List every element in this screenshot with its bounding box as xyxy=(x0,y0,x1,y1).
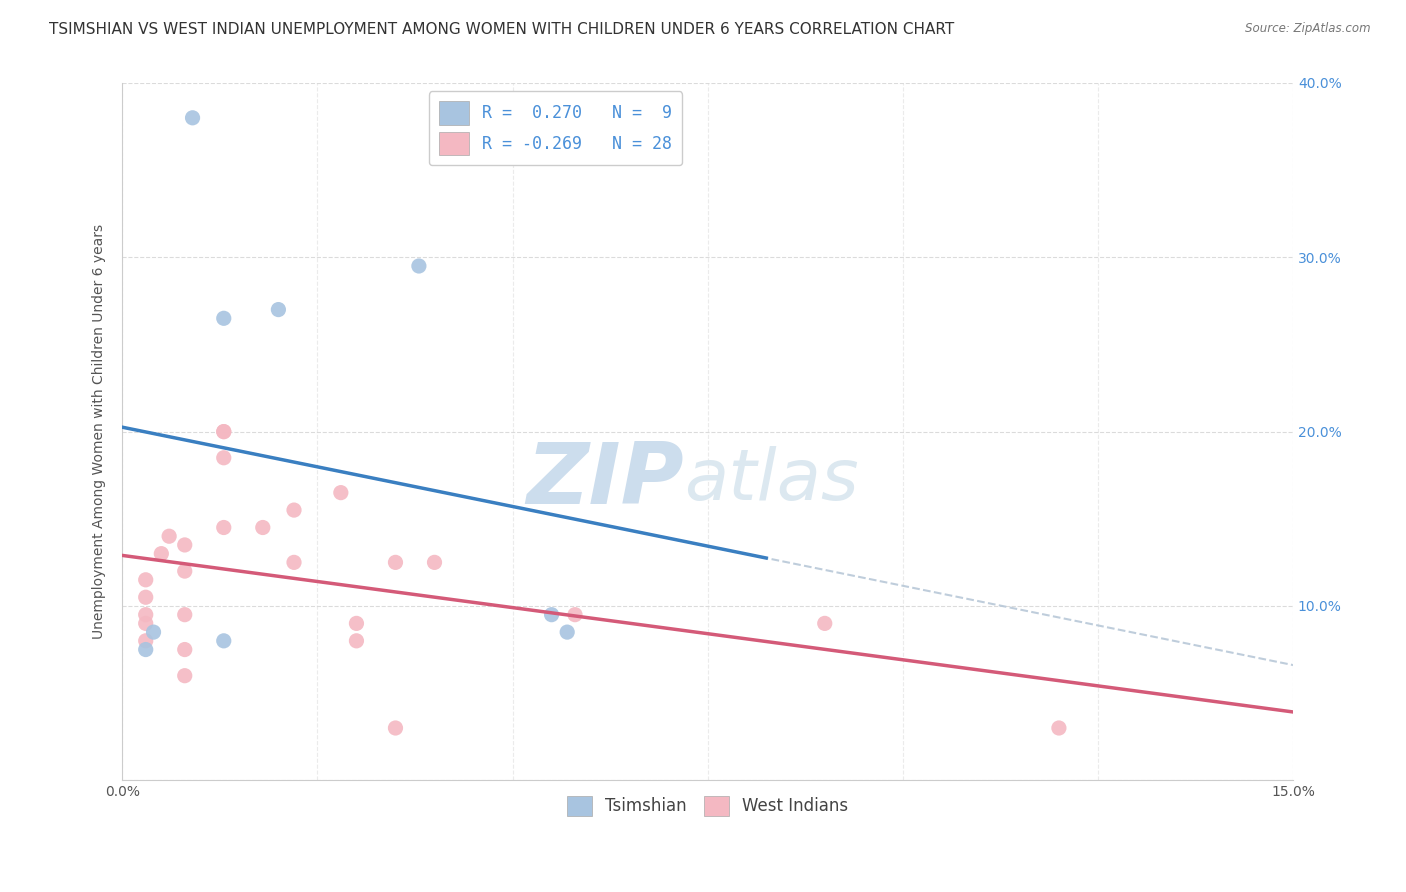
Point xyxy=(135,616,157,631)
Point xyxy=(267,302,290,317)
Point xyxy=(329,485,352,500)
Text: atlas: atlas xyxy=(685,446,859,515)
Point xyxy=(212,425,235,439)
Point xyxy=(384,721,406,735)
Point xyxy=(346,633,368,648)
Point xyxy=(135,573,157,587)
Point xyxy=(814,616,837,631)
Y-axis label: Unemployment Among Women with Children Under 6 years: Unemployment Among Women with Children U… xyxy=(93,224,107,640)
Point xyxy=(423,555,446,569)
Point xyxy=(135,642,157,657)
Point xyxy=(212,311,235,326)
Point xyxy=(135,607,157,622)
Point xyxy=(212,450,235,465)
Point xyxy=(135,633,157,648)
Legend: Tsimshian, West Indians: Tsimshian, West Indians xyxy=(558,788,856,824)
Point xyxy=(181,111,204,125)
Point xyxy=(555,625,578,640)
Point xyxy=(212,425,235,439)
Point xyxy=(384,555,406,569)
Point xyxy=(173,642,195,657)
Point xyxy=(135,591,157,605)
Point xyxy=(150,547,173,561)
Point xyxy=(252,520,274,534)
Point xyxy=(564,607,586,622)
Point xyxy=(408,259,430,273)
Point xyxy=(1047,721,1070,735)
Point xyxy=(157,529,180,543)
Point xyxy=(173,669,195,683)
Text: ZIP: ZIP xyxy=(527,439,685,522)
Point xyxy=(540,607,562,622)
Point xyxy=(346,616,368,631)
Point xyxy=(212,520,235,534)
Point xyxy=(212,633,235,648)
Point xyxy=(142,625,165,640)
Point xyxy=(283,503,305,517)
Text: Source: ZipAtlas.com: Source: ZipAtlas.com xyxy=(1246,22,1371,36)
Text: TSIMSHIAN VS WEST INDIAN UNEMPLOYMENT AMONG WOMEN WITH CHILDREN UNDER 6 YEARS CO: TSIMSHIAN VS WEST INDIAN UNEMPLOYMENT AM… xyxy=(49,22,955,37)
Point xyxy=(173,538,195,552)
Point xyxy=(173,564,195,578)
Point xyxy=(283,555,305,569)
Point xyxy=(173,607,195,622)
